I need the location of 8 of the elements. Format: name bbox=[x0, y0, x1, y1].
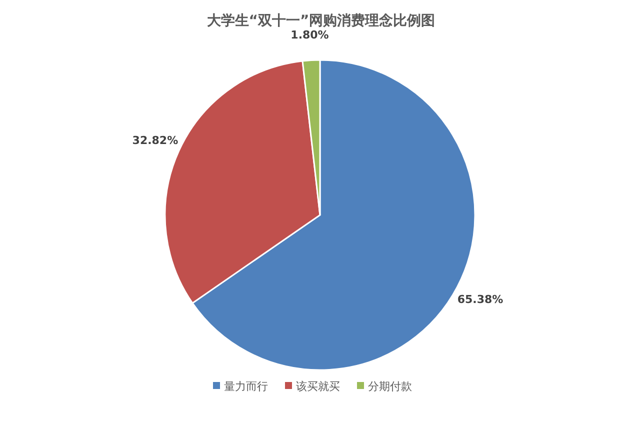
data-label: 1.80% bbox=[290, 28, 329, 42]
legend-label: 该买就买 bbox=[296, 380, 340, 393]
data-label: 32.82% bbox=[132, 134, 178, 148]
chart-title: 大学生“双十一”网购消费理念比例图 bbox=[206, 13, 436, 29]
legend-label: 分期付款 bbox=[368, 380, 412, 393]
data-label: 65.38% bbox=[457, 293, 504, 306]
pie-slice bbox=[302, 59, 321, 216]
legend-label: 量力而行 bbox=[224, 380, 268, 393]
